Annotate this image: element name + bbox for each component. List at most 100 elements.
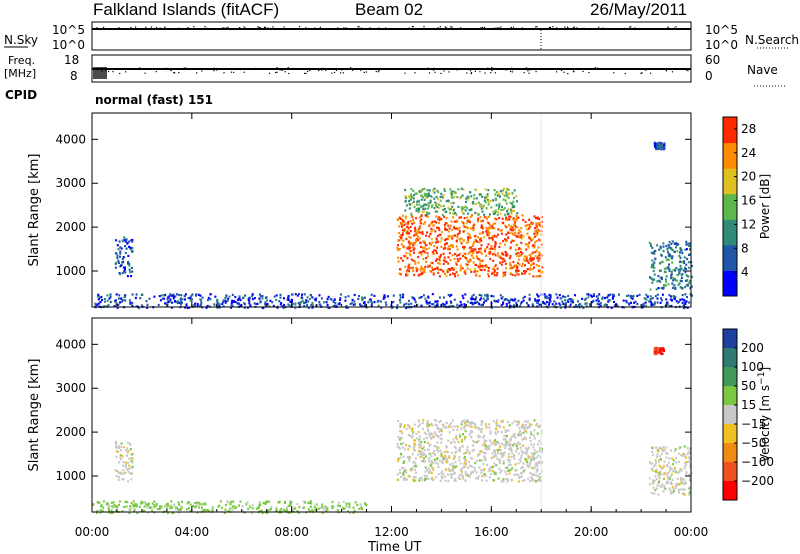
freq-point bbox=[428, 72, 431, 74]
range-cell bbox=[423, 246, 426, 249]
range-cell bbox=[427, 247, 430, 250]
range-cell bbox=[681, 252, 684, 255]
freq-point bbox=[534, 69, 536, 71]
range-cell bbox=[342, 500, 345, 503]
range-cell bbox=[487, 269, 490, 272]
range-cell bbox=[466, 219, 469, 223]
range-cell bbox=[465, 226, 468, 229]
range-cell bbox=[655, 455, 658, 458]
range-cell bbox=[204, 509, 207, 512]
range-cell bbox=[453, 253, 456, 256]
range-cell bbox=[510, 229, 513, 232]
colorbar-tick-label: 20 bbox=[741, 170, 756, 184]
range-cell bbox=[497, 210, 499, 213]
nsky-point bbox=[283, 26, 285, 28]
range-cell bbox=[486, 231, 489, 234]
range-cell bbox=[400, 430, 403, 433]
range-cell bbox=[169, 298, 172, 301]
range-cell bbox=[441, 231, 444, 234]
range-cell bbox=[456, 428, 459, 431]
nsky-point bbox=[345, 27, 347, 29]
range-cell bbox=[402, 239, 405, 242]
range-cell bbox=[688, 473, 691, 477]
range-cell bbox=[458, 232, 461, 235]
freq-point bbox=[360, 69, 362, 71]
colorbar-swatch bbox=[723, 168, 737, 195]
range-cell bbox=[436, 189, 439, 192]
range-cell bbox=[403, 460, 406, 463]
range-cell bbox=[504, 271, 507, 274]
range-cell bbox=[248, 302, 251, 305]
range-cell bbox=[533, 434, 535, 437]
range-cell bbox=[397, 435, 400, 439]
freq-point bbox=[201, 70, 203, 72]
range-cell bbox=[418, 443, 421, 446]
range-cell bbox=[414, 260, 417, 263]
range-cell bbox=[486, 265, 488, 269]
range-cell bbox=[490, 456, 493, 459]
range-cell bbox=[682, 452, 685, 455]
range-cell bbox=[403, 254, 406, 258]
range-cell bbox=[689, 463, 692, 466]
range-cell bbox=[665, 275, 668, 278]
range-cell bbox=[272, 304, 275, 307]
range-cell bbox=[513, 304, 516, 308]
range-cell bbox=[434, 433, 437, 436]
range-cell bbox=[326, 303, 329, 307]
range-cell bbox=[102, 506, 105, 509]
range-cell bbox=[419, 444, 422, 447]
range-cell bbox=[236, 298, 239, 301]
range-cell bbox=[373, 294, 376, 297]
range-cell bbox=[164, 293, 167, 297]
range-cell bbox=[659, 348, 662, 351]
range-cell bbox=[473, 270, 476, 273]
range-cell bbox=[654, 144, 657, 147]
range-cell bbox=[502, 452, 505, 455]
range-cell bbox=[287, 295, 290, 298]
range-cell bbox=[448, 208, 451, 211]
range-cell bbox=[332, 506, 335, 509]
range-cell bbox=[662, 347, 665, 350]
range-cell bbox=[418, 446, 421, 449]
range-cell bbox=[404, 273, 407, 276]
range-cell bbox=[526, 426, 529, 429]
range-cell bbox=[642, 303, 645, 306]
range-cell bbox=[464, 473, 467, 476]
range-cell bbox=[139, 297, 142, 300]
range-cell bbox=[444, 223, 446, 226]
range-cell bbox=[229, 503, 232, 506]
range-cell bbox=[666, 474, 669, 477]
range-cell bbox=[453, 226, 455, 229]
range-cell bbox=[480, 207, 483, 210]
range-cell bbox=[454, 234, 457, 237]
range-cell bbox=[195, 293, 198, 296]
range-cell bbox=[406, 268, 409, 271]
range-cell bbox=[128, 511, 131, 515]
range-cell bbox=[121, 271, 124, 275]
range-cell bbox=[504, 250, 507, 253]
range-cell bbox=[532, 455, 535, 458]
range-cell bbox=[187, 507, 190, 510]
range-cell bbox=[529, 255, 532, 258]
range-cell bbox=[274, 510, 277, 513]
range-cell bbox=[660, 261, 663, 264]
range-cell bbox=[409, 456, 412, 459]
nsky-point bbox=[583, 27, 585, 29]
range-cell bbox=[430, 261, 433, 264]
range-cell bbox=[537, 269, 540, 272]
range-cell bbox=[442, 208, 444, 211]
freq-point bbox=[529, 69, 531, 71]
range-cell bbox=[524, 429, 527, 433]
range-cell bbox=[290, 500, 293, 504]
range-cell bbox=[417, 425, 420, 428]
range-cell bbox=[478, 303, 481, 306]
range-cell bbox=[504, 438, 507, 441]
range-cell bbox=[535, 224, 538, 227]
range-cell bbox=[539, 239, 542, 242]
range-cell bbox=[451, 245, 454, 249]
range-cell bbox=[417, 255, 420, 259]
range-cell bbox=[278, 500, 281, 503]
range-cell bbox=[484, 456, 487, 459]
range-cell bbox=[467, 252, 470, 255]
range-cell bbox=[444, 272, 446, 275]
